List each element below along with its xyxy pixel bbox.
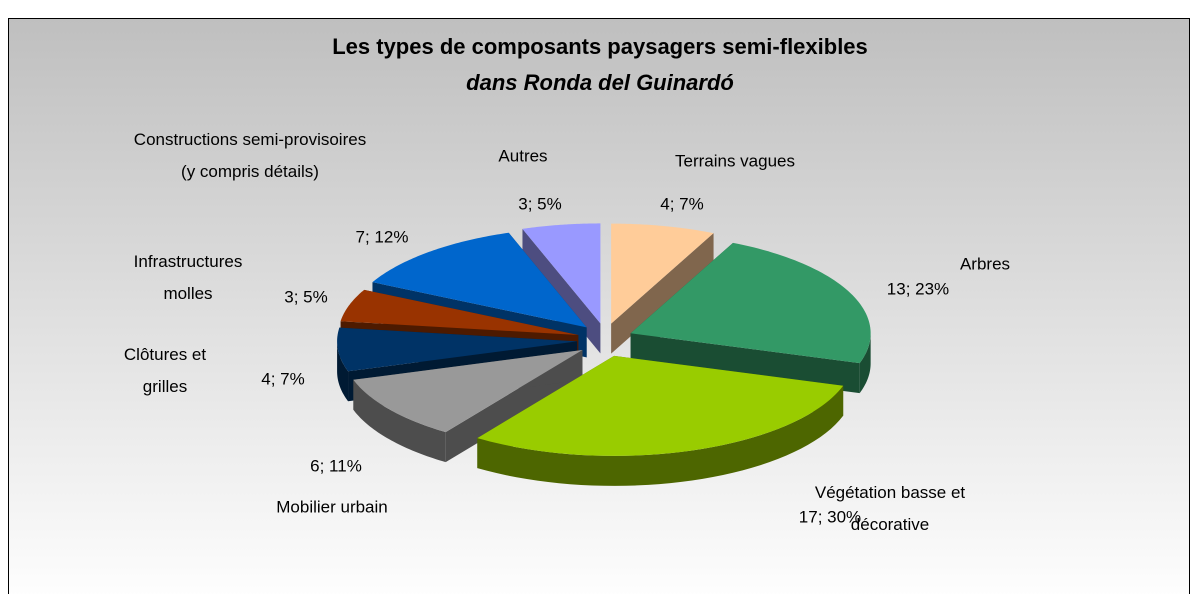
- category-label: Mobilier urbain: [276, 497, 388, 516]
- value-label: 3; 5%: [284, 287, 327, 306]
- value-label: 4; 7%: [261, 369, 304, 388]
- value-label: 3; 5%: [518, 194, 561, 213]
- category-label: Clôtures et grilles: [124, 345, 206, 396]
- chart-title: Les types de composants paysagers semi-f…: [332, 34, 868, 59]
- category-label: Arbres: [960, 254, 1010, 273]
- slice-top: [372, 232, 587, 328]
- value-label: 17; 30%: [799, 507, 861, 526]
- slice: [611, 223, 714, 354]
- category-label: Infrastructures molles: [134, 252, 243, 303]
- slice: [630, 242, 871, 394]
- category-label: Autres: [498, 146, 547, 165]
- labels: Terrains vagues 4; 7% Arbres 13; 23% Végétat…: [124, 130, 1010, 534]
- pie: [337, 223, 871, 486]
- category-label: Terrains vagues: [675, 151, 795, 170]
- slice: [477, 355, 844, 486]
- slice-top: [353, 349, 583, 433]
- slice-side: [337, 341, 349, 402]
- value-label: 7; 12%: [356, 227, 409, 246]
- category-label: Constructions semi-provisoires (y compris…: [134, 130, 366, 181]
- slice-side: [477, 385, 844, 486]
- slice-side: [353, 379, 446, 463]
- slice-top: [611, 223, 714, 324]
- value-label: 13; 23%: [887, 279, 949, 298]
- category-label: Végétation basse et décorative: [815, 483, 966, 534]
- value-label: 4; 7%: [660, 194, 703, 213]
- slice-top: [477, 355, 844, 456]
- slice-top: [337, 327, 578, 372]
- slice-top: [630, 242, 871, 364]
- slice-top: [522, 223, 601, 324]
- slice-side: [859, 333, 871, 394]
- value-label: 6; 11%: [310, 456, 362, 475]
- slice: [353, 349, 583, 463]
- chart-title: dans Ronda del Guinardó: [466, 70, 734, 95]
- slice-wall: [611, 233, 714, 354]
- slice-top: [340, 289, 579, 335]
- slice-wall: [630, 333, 860, 394]
